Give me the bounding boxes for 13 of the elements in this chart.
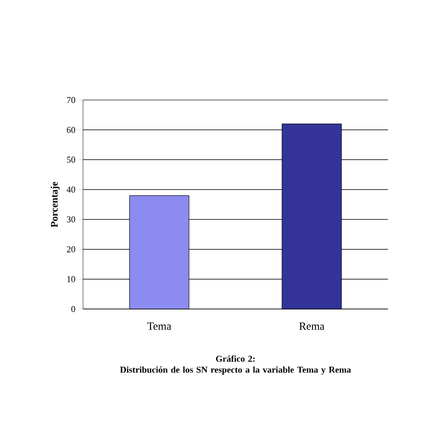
y-tick-label: 30 — [66, 216, 76, 222]
y-tick-label: 60 — [66, 126, 76, 133]
y-tick-label: 70 — [67, 96, 76, 104]
y-tick-label: 20 — [66, 246, 76, 252]
y-tick-label: 40 — [66, 186, 76, 193]
y-axis-title: Porcentaje — [50, 182, 60, 228]
text: Distribución de los SN respecto a la variable Tema y Rema — [120, 366, 351, 375]
x-tick-label: Rema — [299, 322, 324, 330]
text: Gráfico 2: — [216, 355, 255, 362]
x-tick-label: Tema — [147, 322, 172, 330]
y-tick-label: 50 — [67, 156, 76, 163]
y-tick-label: 10 — [67, 276, 76, 282]
y-tick-label: 0 — [71, 306, 76, 312]
